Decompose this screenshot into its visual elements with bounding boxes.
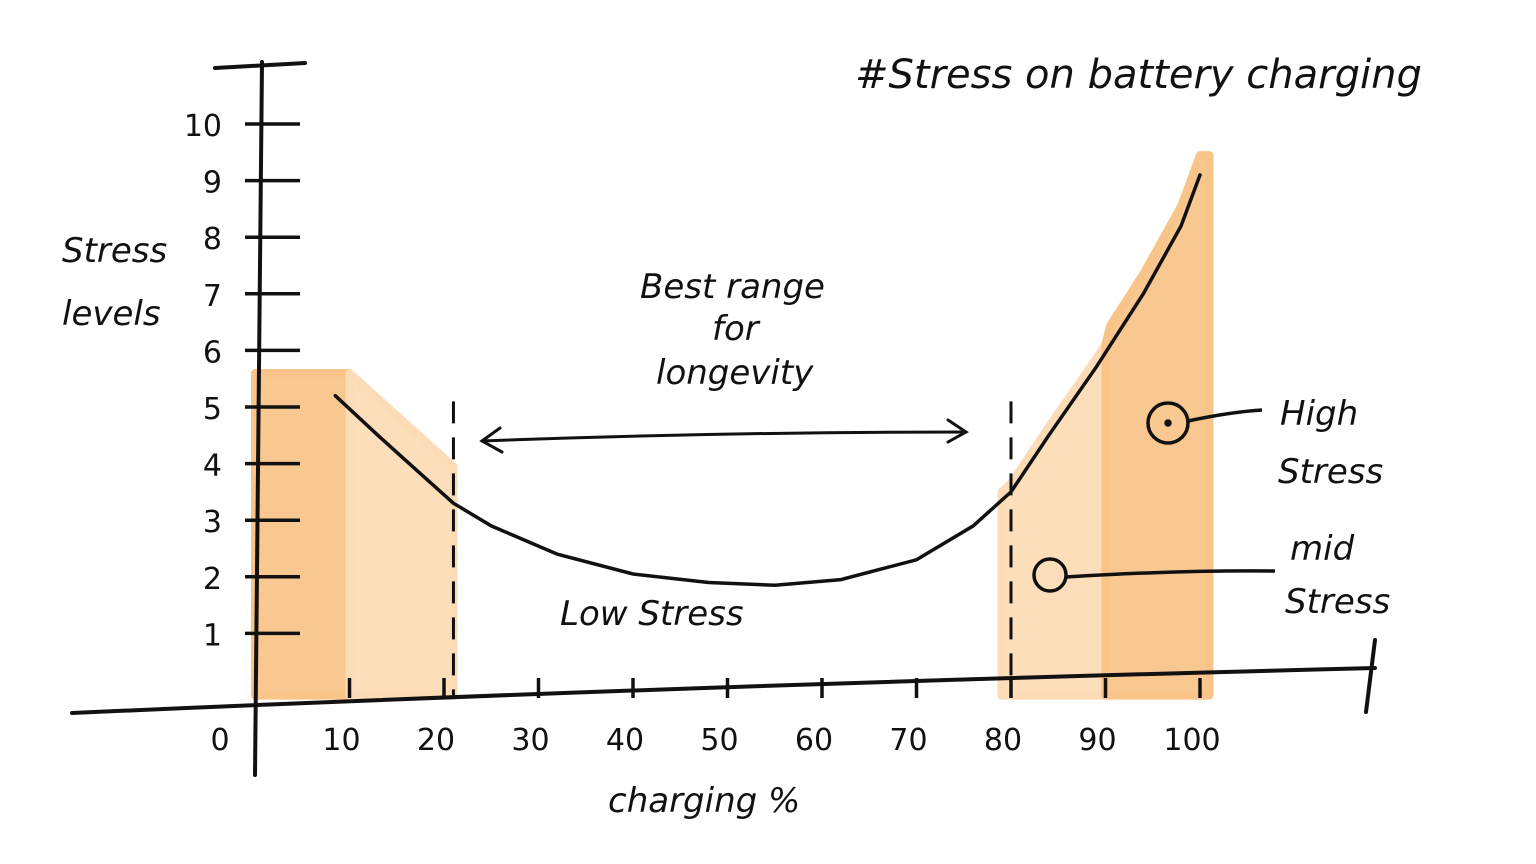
mid-stress-label-1: mid: [1290, 529, 1355, 569]
x-tick-label: 10: [322, 723, 360, 758]
x-axis-label: charging %: [608, 781, 800, 821]
x-tick-label: 100: [1163, 723, 1220, 758]
x-tick-label: 20: [417, 723, 455, 758]
x-axis-cap: [1364, 638, 1377, 714]
y-axis-label-line1: Stress: [62, 231, 167, 271]
low-stress-label: Low Stress: [560, 594, 744, 634]
y-axis-cap: [213, 61, 307, 70]
x-tick-label: 60: [795, 723, 833, 758]
x-tick-label: 80: [984, 723, 1022, 758]
x-tick-label: 50: [700, 723, 738, 758]
y-tick-label: 10: [184, 109, 222, 144]
y-tick-label: 6: [203, 335, 222, 370]
x-tick-label: 90: [1078, 723, 1116, 758]
x-tick-label: 40: [606, 723, 644, 758]
region-high-left: [251, 369, 354, 700]
region-mid-left: [345, 369, 458, 700]
y-axis: [253, 60, 264, 777]
stress-curve-line: [333, 173, 1202, 588]
best-range-label-3: longevity: [656, 353, 814, 393]
y-tick-label: 1: [203, 618, 222, 653]
x-tick-label: 0: [210, 723, 229, 758]
x-tick-label: 70: [889, 723, 927, 758]
mid-stress-marker: [1032, 557, 1276, 593]
region-high-right: [1101, 151, 1214, 700]
y-axis-label-line2: levels: [62, 294, 161, 334]
y-tick-label: 3: [203, 505, 222, 540]
high-stress-marker: [1146, 401, 1263, 445]
x-axis: [70, 666, 1377, 715]
best-range-label-1: Best range: [640, 267, 825, 307]
y-tick-label: 5: [203, 392, 222, 427]
y-tick-label: 7: [203, 279, 222, 314]
high-stress-label-1: High: [1280, 394, 1358, 434]
y-tick-label: 8: [203, 222, 222, 257]
best-range-arrow: [479, 418, 969, 454]
y-tick-label: 4: [203, 449, 222, 484]
high-stress-label-2: Stress: [1278, 452, 1383, 492]
x-tick-label: 30: [511, 723, 549, 758]
y-tick-label: 9: [203, 166, 222, 201]
mid-stress-label-2: Stress: [1285, 582, 1390, 622]
y-tick-label: 2: [203, 562, 222, 597]
chart-title: #Stress on battery charging: [855, 52, 1422, 98]
region-mid-right: [997, 340, 1110, 700]
best-range-label-2: for: [712, 309, 761, 349]
